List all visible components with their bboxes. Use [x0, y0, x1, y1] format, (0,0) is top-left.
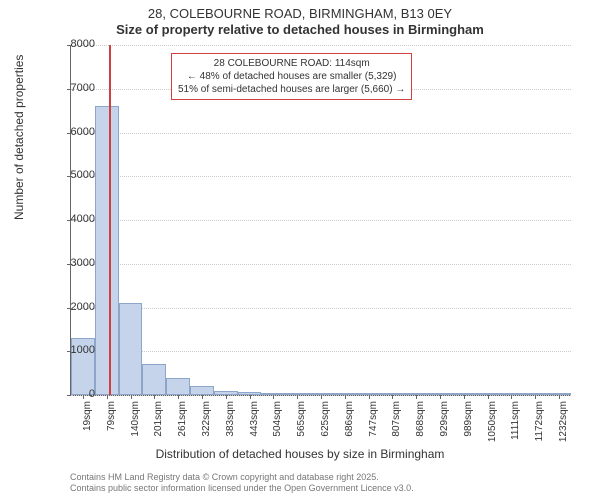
x-tick-label: 504sqm: [272, 401, 283, 451]
bar: [166, 378, 190, 396]
x-tick-mark: [107, 395, 108, 399]
x-tick-label: 807sqm: [391, 401, 402, 451]
x-tick-mark: [202, 395, 203, 399]
x-tick-label: 565sqm: [296, 401, 307, 451]
y-tick-label: 8000: [55, 38, 95, 50]
bar: [142, 364, 166, 395]
x-tick-label: 1172sqm: [534, 401, 545, 451]
y-tick-label: 2000: [55, 301, 95, 313]
grid-line: [71, 351, 571, 352]
x-tick-mark: [440, 395, 441, 399]
x-tick-mark: [535, 395, 536, 399]
x-tick-label: 19sqm: [82, 401, 93, 451]
x-tick-mark: [321, 395, 322, 399]
footer-text: Contains HM Land Registry data © Crown c…: [70, 472, 414, 494]
y-tick-label: 7000: [55, 82, 95, 94]
grid-line: [71, 45, 571, 46]
x-tick-mark: [416, 395, 417, 399]
x-tick-mark: [392, 395, 393, 399]
x-tick-label: 201sqm: [153, 401, 164, 451]
x-tick-mark: [369, 395, 370, 399]
x-tick-label: 261sqm: [177, 401, 188, 451]
y-tick-label: 1000: [55, 344, 95, 356]
grid-line: [71, 264, 571, 265]
x-tick-label: 140sqm: [130, 401, 141, 451]
bar: [95, 106, 119, 395]
annotation-line: 28 COLEBOURNE ROAD: 114sqm: [178, 57, 405, 70]
x-tick-label: 747sqm: [368, 401, 379, 451]
x-tick-mark: [226, 395, 227, 399]
x-tick-mark: [345, 395, 346, 399]
x-tick-mark: [464, 395, 465, 399]
bar: [119, 303, 143, 395]
x-tick-mark: [131, 395, 132, 399]
x-tick-label: 1232sqm: [558, 401, 569, 451]
grid-line: [71, 308, 571, 309]
x-tick-label: 1050sqm: [487, 401, 498, 451]
y-tick-label: 4000: [55, 213, 95, 225]
y-tick-label: 0: [55, 388, 95, 400]
x-tick-mark: [511, 395, 512, 399]
chart-container: 28, COLEBOURNE ROAD, BIRMINGHAM, B13 0EY…: [0, 0, 600, 500]
grid-line: [71, 133, 571, 134]
property-marker-line: [109, 45, 111, 395]
grid-line: [71, 220, 571, 221]
x-tick-mark: [250, 395, 251, 399]
x-tick-label: 625sqm: [320, 401, 331, 451]
x-tick-mark: [488, 395, 489, 399]
bar: [190, 386, 214, 395]
annotation-box: 28 COLEBOURNE ROAD: 114sqm← 48% of detac…: [171, 53, 412, 100]
annotation-line: ← 48% of detached houses are smaller (5,…: [178, 70, 405, 83]
x-tick-label: 383sqm: [225, 401, 236, 451]
y-tick-label: 3000: [55, 257, 95, 269]
x-tick-label: 989sqm: [463, 401, 474, 451]
x-tick-label: 686sqm: [344, 401, 355, 451]
x-tick-mark: [559, 395, 560, 399]
footer-line-2: Contains public sector information licen…: [70, 483, 414, 494]
x-tick-mark: [297, 395, 298, 399]
x-tick-mark: [273, 395, 274, 399]
x-tick-mark: [154, 395, 155, 399]
footer-line-1: Contains HM Land Registry data © Crown c…: [70, 472, 414, 483]
x-tick-label: 322sqm: [201, 401, 212, 451]
x-tick-label: 868sqm: [415, 401, 426, 451]
y-axis-label: Number of detached properties: [12, 55, 26, 220]
annotation-line: 51% of semi-detached houses are larger (…: [178, 83, 405, 96]
x-tick-label: 79sqm: [106, 401, 117, 451]
y-tick-label: 6000: [55, 126, 95, 138]
x-tick-label: 1111sqm: [510, 401, 521, 451]
grid-line: [71, 176, 571, 177]
x-tick-label: 443sqm: [249, 401, 260, 451]
y-tick-label: 5000: [55, 169, 95, 181]
plot-area: 28 COLEBOURNE ROAD: 114sqm← 48% of detac…: [70, 45, 571, 396]
x-tick-mark: [178, 395, 179, 399]
chart-title-sub: Size of property relative to detached ho…: [0, 22, 600, 37]
x-tick-label: 929sqm: [439, 401, 450, 451]
chart-title-main: 28, COLEBOURNE ROAD, BIRMINGHAM, B13 0EY: [0, 6, 600, 21]
